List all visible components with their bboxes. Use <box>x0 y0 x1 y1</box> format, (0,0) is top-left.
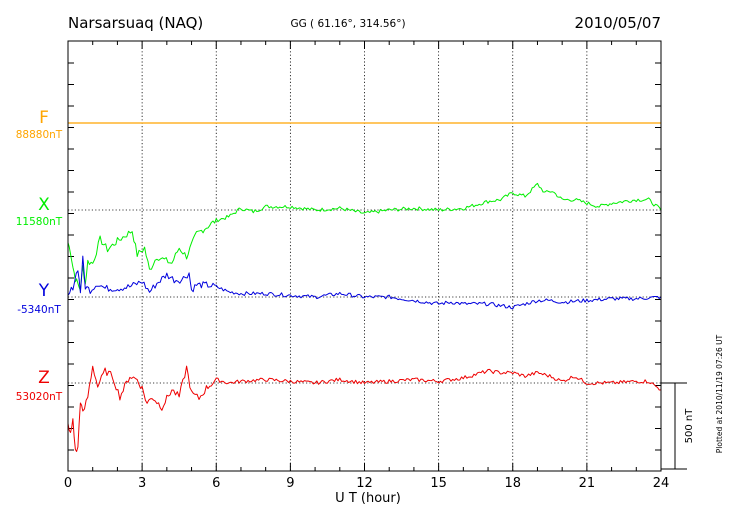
series-name-z: Z <box>38 368 50 388</box>
plot-frame <box>67 40 662 472</box>
x-tick-label-6: 6 <box>212 476 220 491</box>
grid-lines <box>141 41 588 471</box>
x-tick-labels: 0 3 6 9 12 15 18 21 24 <box>64 476 669 491</box>
chart-title: Narsarsuaq (NAQ) <box>68 14 203 32</box>
series-line-x <box>67 182 662 292</box>
series-name-f: F <box>39 108 49 128</box>
x-tick-label-9: 9 <box>286 476 294 491</box>
series-baseline-value-f: 88880nT <box>16 129 63 141</box>
x-tick-label-3: 3 <box>138 476 146 491</box>
x-tick-label-21: 21 <box>579 476 596 491</box>
scale-bar: 500 nT <box>661 382 695 470</box>
x-tick-label-0: 0 <box>64 476 72 491</box>
x-tick-label-12: 12 <box>356 476 373 491</box>
chart-date: 2010/05/07 <box>575 14 661 32</box>
series-line-y <box>67 255 662 310</box>
plotted-at-note: Plotted at 2010/11/19 07:26 UT <box>715 334 724 453</box>
series-line-z <box>67 365 662 452</box>
chart-subtitle: GG ( 61.16°, 314.56°) <box>290 18 405 30</box>
series-baseline-value-y: -5340nT <box>17 304 61 316</box>
x-tick-label-24: 24 <box>653 476 670 491</box>
series-name-x: X <box>38 195 50 215</box>
x-tick-label-18: 18 <box>504 476 521 491</box>
series-name-y: Y <box>38 281 50 301</box>
x-axis-label: U T (hour) <box>335 491 401 506</box>
scale-bar-label: 500 nT <box>684 408 695 444</box>
series-baseline-value-z: 53020nT <box>16 391 63 403</box>
series-lines <box>67 122 662 452</box>
series-baseline-value-x: 11580nT <box>16 216 63 228</box>
x-tick-label-15: 15 <box>430 476 447 491</box>
